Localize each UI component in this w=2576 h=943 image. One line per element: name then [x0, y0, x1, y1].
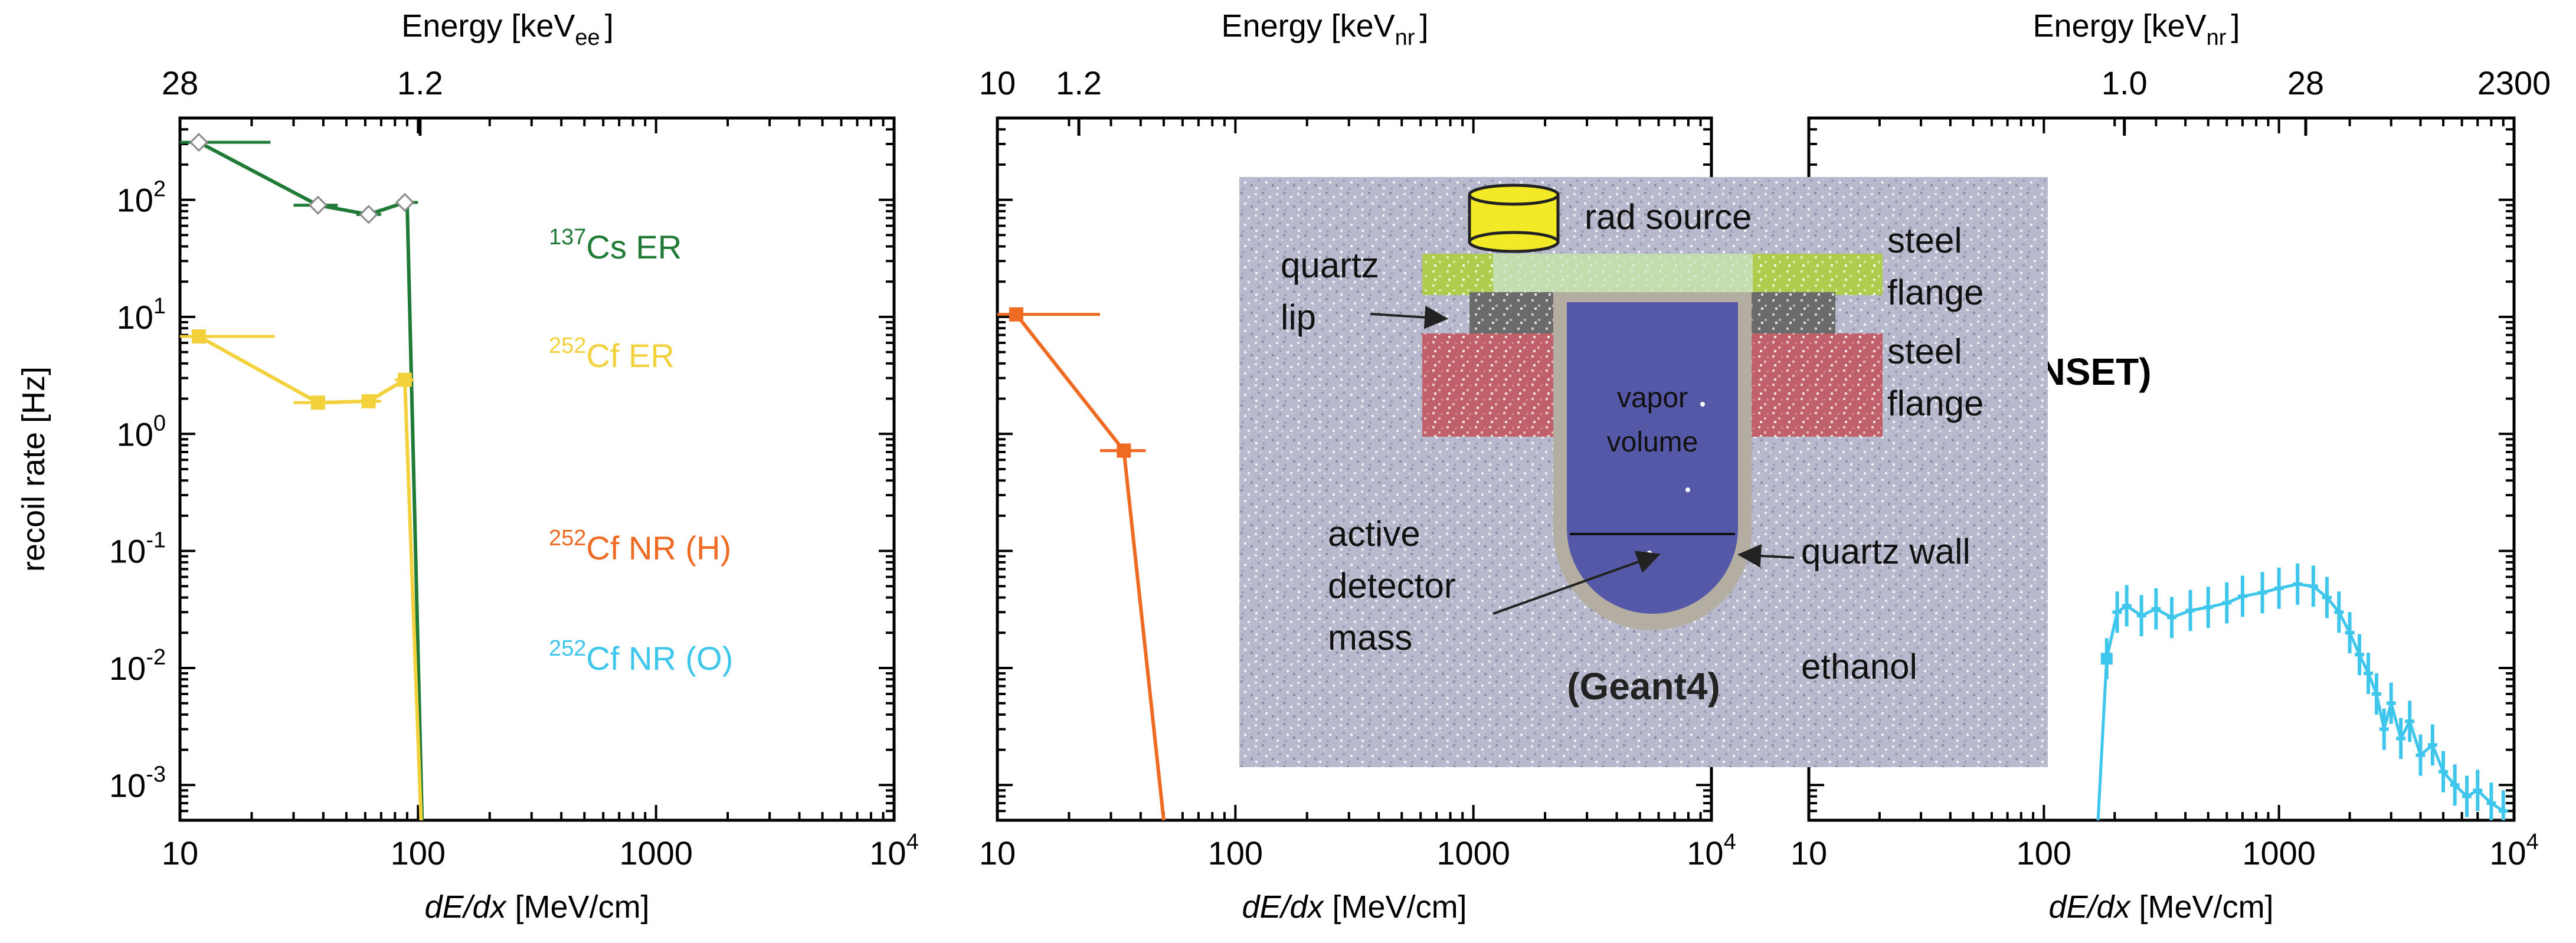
x-tick-label: 10	[162, 834, 198, 872]
rad-source-cylinder	[1468, 184, 1560, 253]
data-point-marker	[1117, 443, 1131, 458]
top-tick-label: 10	[979, 64, 1016, 101]
label-steel-flange-b-line2: flange	[1887, 384, 1983, 423]
data-point-marker	[395, 192, 415, 212]
top-ticks-right: 1.0 28 2300	[2102, 64, 2551, 136]
label-geant4: (Geant4)	[1567, 665, 1720, 708]
label-steel-flange-a-line2: flange	[1887, 273, 1983, 312]
label-active-line1: active	[1328, 514, 1420, 554]
x-tick-label: 104	[869, 830, 918, 872]
top-tick-label: 2300	[2477, 64, 2551, 101]
top-tick-label: 1.0	[2102, 64, 2148, 101]
top-tick-label: 1.2	[1056, 64, 1102, 101]
series-line	[198, 140, 405, 217]
x-tick-label: 1000	[2242, 834, 2316, 872]
legend-entry-cf-nr-o: 252Cf NR (O)	[549, 636, 733, 677]
label-steel-flange-a-line1: steel	[1887, 221, 1962, 260]
label-vapor-line1: vapor	[1617, 382, 1688, 414]
panel-left	[178, 116, 896, 822]
series-tail	[1122, 450, 1166, 821]
top-tick-label: 1.2	[397, 64, 443, 101]
data-point-marker	[308, 195, 328, 215]
x-tick-label: 100	[391, 834, 446, 872]
data-point-marker	[310, 395, 325, 410]
data-point-marker	[2100, 653, 2113, 665]
legend-entry-cf-er: 252Cf ER	[549, 333, 675, 374]
y-tick-label: 102	[117, 177, 166, 219]
series-tail	[405, 202, 424, 821]
y-axis-label: recoil rate [Hz]	[16, 366, 51, 572]
series-line	[198, 335, 406, 405]
label-quartz-wall: quartz wall	[1801, 532, 1971, 571]
x-ticks-left: 10 100 1000 104	[162, 830, 919, 872]
y-tick-label: 10-1	[109, 528, 166, 570]
data-point-marker	[397, 372, 412, 387]
data-point-marker	[189, 133, 209, 152]
ticks-left	[179, 117, 895, 821]
label-active-line2: detector	[1328, 566, 1456, 605]
x-tick-label: 100	[1208, 834, 1263, 872]
inset-geant4-picture: rad source quartz lip steel flange steel…	[1239, 177, 2048, 767]
top-ticks-middle: 10 1.2	[979, 64, 1102, 136]
arrow-active-mass	[1492, 551, 1661, 615]
bubble-1	[1700, 402, 1705, 407]
x-tick-label: 1000	[619, 834, 693, 872]
x-tick-label: 10	[1791, 834, 1827, 872]
data-point-marker	[191, 329, 206, 344]
x-ticks-right: 10 100 1000 104	[1791, 830, 2539, 872]
series-layer-right	[2096, 564, 2508, 821]
x-axis-label-left: dE/dx [MeV/cm]	[424, 889, 649, 925]
x-tick-label: 10	[979, 834, 1016, 872]
axis-frame-left	[178, 116, 896, 822]
series-layer-middle	[997, 307, 1166, 821]
y-tick-label: 10-2	[109, 645, 166, 687]
x-tick-label: 1000	[1436, 834, 1510, 872]
label-quartz-lip-line1: quartz	[1281, 245, 1379, 285]
x-tick-label: 100	[2017, 834, 2071, 872]
vapor-vessel	[1567, 302, 1738, 614]
y-tick-label: 101	[117, 294, 166, 336]
legend: 137Cs ER 252Cf ER 252Cf NR (H) 252Cf NR …	[549, 225, 733, 677]
label-quartz-lip-line2: lip	[1281, 297, 1316, 337]
top-title-right: Energy [keVnr]	[2033, 8, 2240, 50]
bubble-3	[1647, 551, 1652, 555]
y-ticks-left: 102 101 100 10-1 10-2 10-3	[109, 177, 166, 804]
top-title-middle: Energy [keVnr]	[1222, 8, 1429, 50]
legend-entry-cs-er: 137Cs ER	[549, 225, 682, 266]
top-tick-label: 28	[2287, 64, 2324, 101]
top-ticks-left: 28 1.2	[162, 64, 443, 136]
legend-entry-cf-nr-h: 252Cf NR (H)	[549, 526, 731, 567]
data-point-marker	[359, 205, 378, 224]
y-tick-label: 100	[117, 411, 166, 453]
x-axis-label-right: dE/dx [MeV/cm]	[2048, 889, 2273, 925]
top-title-left: Energy [keVee]	[401, 8, 613, 50]
x-axis-label-middle: dE/dx [MeV/cm]	[1242, 889, 1467, 925]
x-tick-label: 104	[2489, 830, 2538, 872]
label-steel-flange-b-line1: steel	[1887, 332, 1962, 371]
label-vapor-line2: volume	[1607, 427, 1698, 458]
y-tick-label: 10-3	[109, 762, 166, 804]
top-tick-label: 28	[162, 64, 198, 101]
data-point-marker	[1009, 307, 1023, 322]
series-tail	[402, 379, 423, 821]
series-line	[1014, 313, 1125, 452]
bubble-2	[1685, 487, 1690, 492]
arrow-quartz-lip	[1370, 305, 1448, 329]
series-layer-left	[180, 133, 424, 821]
label-rad-source: rad source	[1585, 197, 1752, 237]
data-point-marker	[361, 394, 376, 409]
x-ticks-middle: 10 100 1000 104	[979, 830, 1736, 872]
label-ethanol: ethanol	[1801, 647, 1917, 686]
label-active-line3: mass	[1328, 618, 1412, 657]
arrow-quartz-wall	[1737, 543, 1795, 568]
quartz-lip-band	[1493, 254, 1753, 295]
x-tick-label: 104	[1687, 830, 1736, 872]
